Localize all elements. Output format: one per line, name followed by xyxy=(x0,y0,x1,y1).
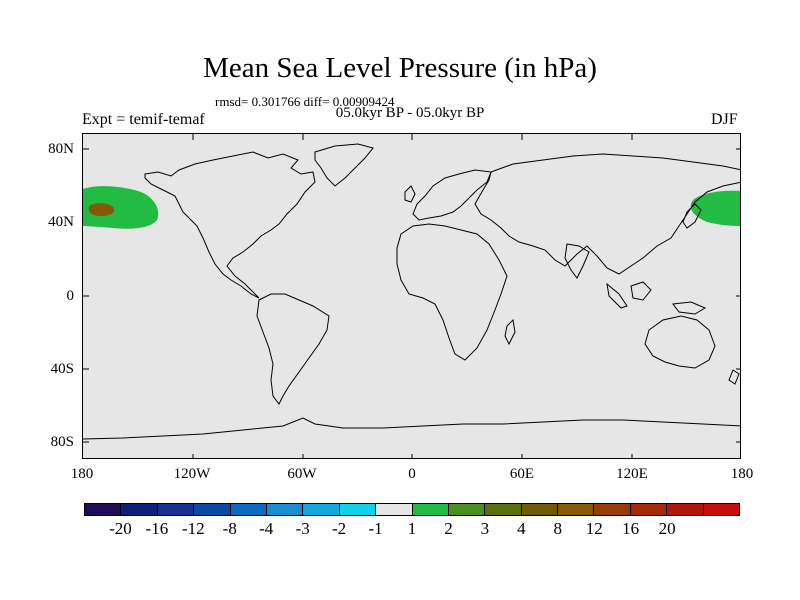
colorbar-swatch xyxy=(667,504,704,515)
colorbar-label: 8 xyxy=(553,519,563,538)
y-tick-label: 0 xyxy=(66,288,75,304)
coast-japan xyxy=(682,203,702,229)
anomaly-north-pacific-east xyxy=(83,186,159,229)
coast-north-america xyxy=(144,151,316,299)
coast-borneo xyxy=(630,281,652,301)
map-svg xyxy=(83,134,740,458)
colorbar-label: 20 xyxy=(658,519,676,538)
colorbar-label: -4 xyxy=(259,519,274,538)
coast-new-zealand xyxy=(728,369,740,385)
colorbar-swatch xyxy=(266,504,304,515)
colorbar-swatch xyxy=(121,504,158,515)
tick-marks xyxy=(83,134,740,458)
colorbar-swatch xyxy=(303,504,340,515)
colorbar-swatch xyxy=(703,504,740,515)
x-tick-label: 60E xyxy=(509,466,535,482)
colorbar-swatch xyxy=(412,504,449,515)
colorbar-swatch xyxy=(448,504,486,515)
colorbar-label: 16 xyxy=(622,519,640,538)
x-tick-label: 180 xyxy=(730,466,754,482)
colorbar-swatch xyxy=(339,504,377,515)
colorbar-label: -8 xyxy=(222,519,237,538)
colorbar-label: -1 xyxy=(368,519,383,538)
coast-india xyxy=(564,243,590,279)
coast-madagascar xyxy=(504,318,516,346)
colorbar-swatch xyxy=(230,504,267,515)
stats-text: rmsd= 0.301766 diff= 0.00909424 xyxy=(215,94,395,109)
chart-title: Mean Sea Level Pressure (in hPa) xyxy=(203,52,597,84)
colorbar-label: -2 xyxy=(332,519,347,538)
colorbar xyxy=(84,503,740,516)
coast-south-america xyxy=(256,293,330,405)
colorbar-label: -3 xyxy=(295,519,310,538)
colorbar-swatch xyxy=(558,504,595,515)
period-text: 05.0kyr BP - 05.0kyr BP xyxy=(335,105,485,121)
colorbar-label: 3 xyxy=(480,519,490,538)
coast-antarctica xyxy=(83,417,740,440)
colorbar-label: 12 xyxy=(585,519,603,538)
colorbar-label: 1 xyxy=(407,519,417,538)
y-tick-label: 80S xyxy=(50,434,74,450)
coastlines xyxy=(83,143,740,440)
x-tick-label: 120E xyxy=(616,466,648,482)
coast-australia xyxy=(644,315,716,369)
y-tick-label: 80N xyxy=(48,141,74,157)
world-map xyxy=(82,133,741,459)
colorbar-swatch xyxy=(194,504,231,515)
experiment-label: Expt = temif-temaf xyxy=(82,111,205,128)
coast-asia xyxy=(474,153,740,275)
colorbar-label: 2 xyxy=(444,519,453,538)
coast-sumatra xyxy=(606,282,628,309)
coast-greenland xyxy=(314,143,374,187)
colorbar-swatch xyxy=(85,504,122,515)
colorbar-swatch xyxy=(376,504,413,515)
x-tick-label: 120W xyxy=(173,466,211,482)
x-tick-label: 0 xyxy=(408,466,416,482)
coast-africa xyxy=(396,223,508,361)
x-tick-label: 180 xyxy=(70,466,94,482)
colorbar-swatch xyxy=(157,504,195,515)
y-tick-label: 40N xyxy=(48,214,74,230)
coast-new-guinea xyxy=(672,301,707,315)
season-label: DJF xyxy=(711,111,738,128)
colorbar-swatch xyxy=(521,504,559,515)
colorbar-swatch xyxy=(485,504,522,515)
y-tick-label: 40S xyxy=(50,361,74,377)
colorbar-label: -20 xyxy=(109,519,132,538)
colorbar-label: -16 xyxy=(145,519,169,538)
colorbar-swatch xyxy=(594,504,631,515)
x-tick-label: 60W xyxy=(287,466,317,482)
coast-uk xyxy=(404,185,416,203)
coast-europe xyxy=(412,169,492,221)
colorbar-label: 4 xyxy=(517,519,526,538)
colorbar-swatch xyxy=(630,504,668,515)
anomaly-north-pacific-west xyxy=(690,190,740,226)
colorbar-label: -12 xyxy=(181,519,205,538)
anomaly-north-pacific-core xyxy=(88,203,115,216)
